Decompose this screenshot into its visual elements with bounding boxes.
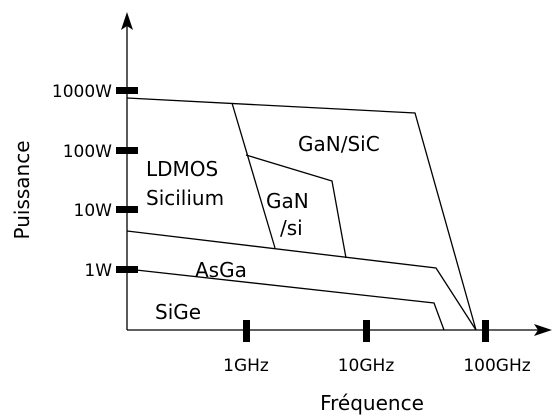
boundary xyxy=(126,97,477,331)
x-tick-label: 1GHz xyxy=(223,356,269,376)
y-tick xyxy=(116,206,138,213)
x-tick-label: 10GHz xyxy=(338,356,395,376)
boundary xyxy=(126,268,445,331)
region-label: LDMOS xyxy=(146,157,218,181)
y-tick-label: 1W xyxy=(84,261,112,281)
boundary xyxy=(245,154,347,259)
y-tick xyxy=(116,87,138,94)
y-tick-label: 10W xyxy=(74,201,113,221)
x-axis-label: Fréquence xyxy=(320,391,424,415)
x-arrow xyxy=(534,324,552,336)
y-axis-label: Puissance xyxy=(10,140,34,239)
y-tick xyxy=(116,147,138,154)
x-tick-label: 100GHz xyxy=(463,356,530,376)
region-lines xyxy=(126,97,477,331)
x-tick xyxy=(363,320,370,342)
region-label: GaN xyxy=(266,189,309,213)
region-label: Sicilium xyxy=(146,186,224,210)
y-tick-label: 1000W xyxy=(52,82,112,102)
boundary xyxy=(231,102,276,249)
region-label: GaN/SiC xyxy=(298,132,380,156)
y-tick-label: 100W xyxy=(63,142,112,162)
region-label: /si xyxy=(280,216,303,240)
region-label: SiGe xyxy=(155,300,201,324)
region-label: AsGa xyxy=(195,258,247,282)
boundary xyxy=(126,230,477,331)
x-tick xyxy=(482,320,489,342)
y-arrow xyxy=(121,12,133,30)
x-tick xyxy=(243,320,250,342)
